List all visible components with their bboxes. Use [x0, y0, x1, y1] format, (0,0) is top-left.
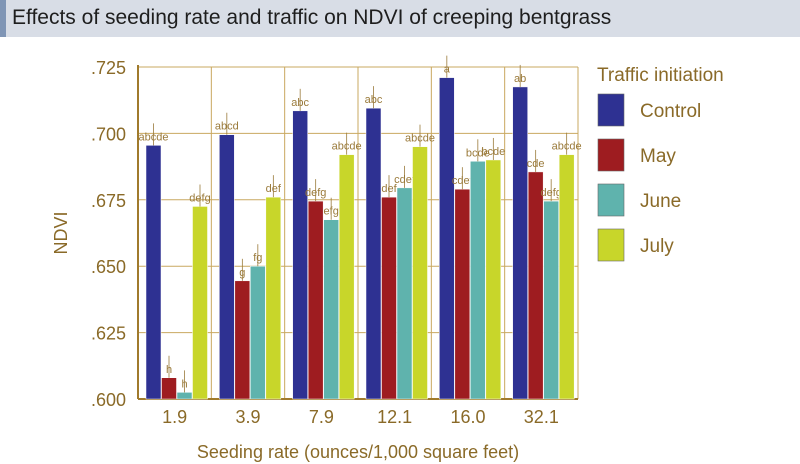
x-axis-title: Seeding rate (ounces/1,000 square feet): [197, 442, 519, 462]
significance-letter: abc: [365, 94, 383, 106]
significance-letter: bcde: [466, 147, 490, 159]
y-tick-label: .650: [91, 257, 126, 277]
significance-letter: abc: [291, 97, 309, 109]
bar-may-12-1: [381, 196, 397, 400]
bar-july-12-1: [412, 146, 428, 400]
bar-control-1-9: [145, 145, 162, 400]
bar-july-7-9: [338, 154, 355, 400]
x-tick-label: 3.9: [235, 407, 260, 427]
significance-letter: ab: [514, 73, 526, 85]
significance-letter: g: [239, 267, 245, 279]
bar-july-3-9: [265, 196, 282, 400]
bar-chart: .600.625.650.675.700.725abcdehhdefg1.9ab…: [51, 55, 724, 462]
title-accent-bar: [0, 0, 6, 37]
significance-letter: abcde: [139, 131, 169, 143]
significance-letter: cdef: [452, 175, 474, 187]
bar-control-16-0: [439, 77, 455, 400]
bar-june-1-9: [176, 392, 193, 400]
legend-swatch-may: [597, 138, 625, 172]
x-tick-label: 1.9: [162, 407, 187, 427]
significance-letter: abcde: [405, 133, 435, 145]
significance-letter: h: [181, 378, 187, 390]
significance-letter: defg: [189, 192, 210, 204]
significance-letter: abcde: [552, 141, 582, 153]
x-tick-label: 32.1: [524, 407, 559, 427]
x-tick-label: 12.1: [377, 407, 412, 427]
significance-letter: a: [444, 64, 451, 76]
bar-may-3-9: [234, 280, 251, 400]
significance-letter: abcd: [215, 121, 239, 133]
bar-may-16-0: [454, 188, 471, 400]
legend-label-may: May: [640, 146, 676, 167]
bar-control-12-1: [365, 107, 382, 400]
significance-letter: cdef: [394, 174, 416, 186]
bar-control-32-1: [512, 86, 528, 400]
significance-letter: defg: [540, 187, 561, 199]
significance-letter: fg: [253, 252, 262, 264]
y-tick-label: .600: [91, 390, 126, 410]
significance-letter: abcde: [332, 141, 362, 153]
bar-june-32-1: [543, 200, 559, 400]
bar-control-3-9: [219, 134, 235, 400]
y-tick-label: .725: [91, 58, 126, 78]
bar-june-12-1: [396, 187, 413, 400]
legend-label-june: June: [640, 191, 681, 212]
legend-label-july: July: [640, 236, 674, 257]
y-axis-title: NDVI: [51, 211, 71, 254]
bar-may-1-9: [161, 377, 177, 400]
significance-letter: bcde: [481, 146, 505, 158]
bar-may-32-1: [527, 171, 544, 400]
bar-july-1-9: [192, 206, 208, 400]
bar-june-3-9: [250, 265, 266, 400]
bar-june-16-0: [470, 161, 486, 400]
chart-title: Effects of seeding rate and traffic on N…: [12, 6, 612, 29]
legend-label-control: Control: [640, 101, 701, 122]
significance-letter: h: [166, 364, 172, 376]
y-tick-label: .700: [91, 124, 126, 144]
y-tick-label: .625: [91, 324, 126, 344]
bar-july-16-0: [485, 159, 502, 400]
bar-control-7-9: [292, 110, 308, 400]
significance-letter: defg: [305, 187, 326, 199]
bar-may-7-9: [307, 200, 324, 400]
legend-swatch-july: [597, 228, 625, 262]
legend-swatch-control: [597, 93, 625, 127]
y-tick-label: .675: [91, 191, 126, 211]
legend-title: Traffic initiation: [597, 65, 724, 86]
legend-swatch-june: [597, 183, 625, 217]
bar-june-7-9: [323, 219, 339, 400]
x-tick-label: 7.9: [309, 407, 334, 427]
significance-letter: def: [381, 183, 397, 195]
significance-letter: efg: [324, 206, 339, 218]
title-bar: Effects of seeding rate and traffic on N…: [0, 0, 800, 37]
x-tick-label: 16.0: [450, 407, 485, 427]
bar-july-32-1: [558, 154, 575, 400]
significance-letter: cde: [527, 158, 545, 170]
significance-letter: def: [266, 183, 282, 195]
